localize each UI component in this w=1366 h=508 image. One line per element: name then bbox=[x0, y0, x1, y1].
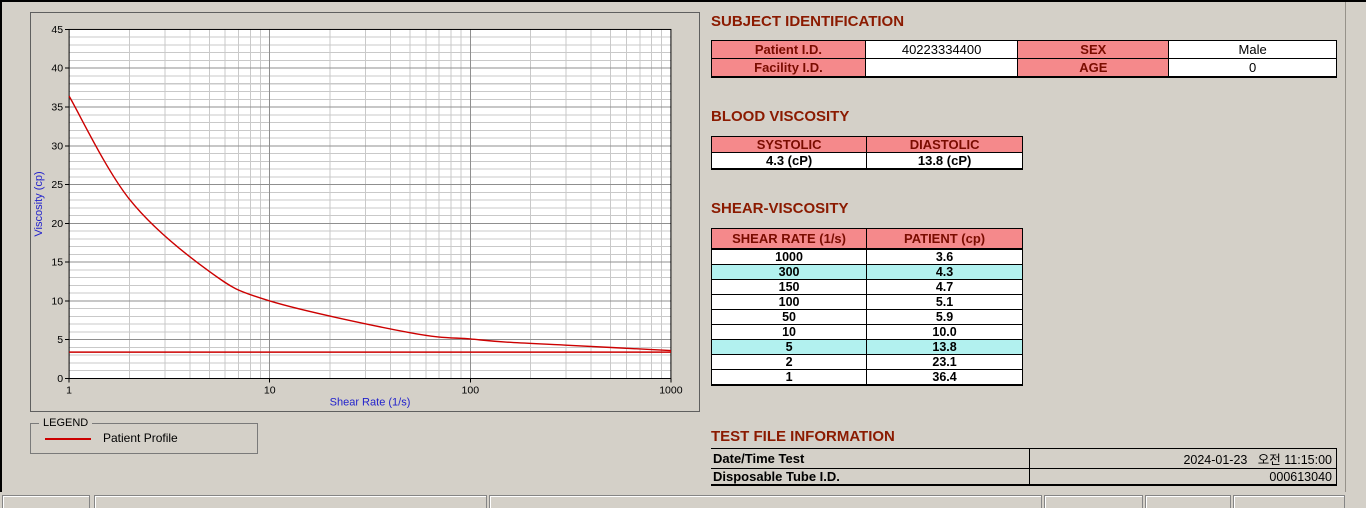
patient-id-label: Patient I.D. bbox=[711, 40, 866, 59]
table-row: Date/Time Test 2024-01-23 오전 11:15:00 bbox=[711, 448, 1337, 469]
patient-cp-cell: 5.1 bbox=[866, 294, 1023, 310]
blood-viscosity-heading: BLOOD VISCOSITY bbox=[711, 108, 850, 125]
svg-text:Viscosity (cp): Viscosity (cp) bbox=[33, 171, 45, 236]
table-row: Patient I.D. 40223334400 SEX Male bbox=[711, 40, 1337, 59]
chart-legend: LEGEND Patient Profile bbox=[30, 417, 258, 454]
test-file-information-table: Date/Time Test 2024-01-23 오전 11:15:00 Di… bbox=[711, 448, 1337, 486]
date-time-test-label: Date/Time Test bbox=[711, 448, 1030, 469]
patient-cp-cell: 10.0 bbox=[866, 324, 1023, 340]
date-time-test-value: 2024-01-23 오전 11:15:00 bbox=[1029, 448, 1337, 469]
svg-text:40: 40 bbox=[51, 63, 63, 75]
shear-viscosity-table: SHEAR RATE (1/s) PATIENT (cp) 1000 3.6 3… bbox=[710, 228, 1023, 386]
results-panel: SUBJECT IDENTIFICATION Patient I.D. 4022… bbox=[710, 0, 1341, 508]
table-row: 4.3 (cP) 13.8 (cP) bbox=[710, 152, 1023, 170]
table-row: 50 5.9 bbox=[710, 309, 1023, 325]
svg-text:10: 10 bbox=[264, 385, 276, 397]
shear-viscosity-heading: SHEAR-VISCOSITY bbox=[711, 200, 849, 217]
svg-text:25: 25 bbox=[51, 179, 63, 191]
table-header-row: SHEAR RATE (1/s) PATIENT (cp) bbox=[710, 228, 1023, 250]
svg-text:15: 15 bbox=[51, 257, 63, 269]
test-file-information-heading: TEST FILE INFORMATION bbox=[711, 428, 895, 445]
svg-text:10: 10 bbox=[51, 295, 63, 307]
table-row: 2 23.1 bbox=[710, 354, 1023, 370]
svg-text:100: 100 bbox=[462, 385, 480, 397]
window-left-edge bbox=[0, 0, 2, 492]
window-top-edge bbox=[0, 0, 1366, 2]
legend-title: LEGEND bbox=[39, 417, 93, 429]
viscosity-chart-panel: 0 5 10 15 20 25 30 35 40 45 1 10 100 1000 Shear Rate (… bbox=[30, 12, 700, 412]
bottom-toolbar-button[interactable] bbox=[2, 495, 90, 508]
table-row: 5 13.8 bbox=[710, 339, 1023, 355]
bottom-toolbar-button[interactable] bbox=[1145, 495, 1231, 508]
patient-cp-cell: 4.3 bbox=[866, 264, 1023, 280]
patient-cp-cell: 36.4 bbox=[866, 369, 1023, 386]
facility-id-value bbox=[864, 58, 1019, 78]
age-label: AGE bbox=[1017, 58, 1170, 78]
svg-text:30: 30 bbox=[51, 140, 63, 152]
shear-rate-cell: 2 bbox=[710, 354, 868, 370]
svg-text:35: 35 bbox=[51, 102, 63, 114]
patient-cp-cell: 23.1 bbox=[866, 354, 1023, 370]
diastolic-value: 13.8 (cP) bbox=[866, 152, 1023, 170]
facility-id-label: Facility I.D. bbox=[711, 58, 866, 78]
table-row: 1 36.4 bbox=[710, 369, 1023, 386]
patient-cp-cell: 5.9 bbox=[866, 309, 1023, 325]
window-right-divider bbox=[1345, 2, 1346, 492]
sex-label: SEX bbox=[1017, 40, 1170, 59]
bottom-toolbar-button[interactable] bbox=[1233, 495, 1345, 508]
svg-text:5: 5 bbox=[57, 334, 63, 346]
blood-viscosity-table: SYSTOLIC DIASTOLIC 4.3 (cP) 13.8 (cP) bbox=[710, 136, 1023, 170]
table-row: 10 10.0 bbox=[710, 324, 1023, 340]
table-row: 150 4.7 bbox=[710, 279, 1023, 295]
patient-cp-header: PATIENT (cp) bbox=[866, 228, 1023, 250]
shear-rate-cell: 1000 bbox=[710, 248, 868, 265]
sex-value: Male bbox=[1168, 40, 1337, 59]
systolic-header: SYSTOLIC bbox=[710, 136, 868, 153]
bottom-toolbar-button[interactable] bbox=[94, 495, 487, 508]
svg-text:1: 1 bbox=[66, 385, 72, 397]
shear-rate-cell: 10 bbox=[710, 324, 868, 340]
disposable-tube-id-value: 000613040 bbox=[1029, 468, 1337, 486]
svg-text:1000: 1000 bbox=[659, 385, 683, 397]
patient-cp-cell: 4.7 bbox=[866, 279, 1023, 295]
age-value: 0 bbox=[1168, 58, 1337, 78]
legend-line-swatch bbox=[45, 438, 91, 440]
shear-rate-cell: 300 bbox=[710, 264, 868, 280]
table-row: Facility I.D. AGE 0 bbox=[711, 58, 1337, 78]
patient-cp-cell: 3.6 bbox=[866, 248, 1023, 265]
disposable-tube-id-label: Disposable Tube I.D. bbox=[711, 468, 1030, 486]
table-row: 100 5.1 bbox=[710, 294, 1023, 310]
shear-rate-cell: 5 bbox=[710, 339, 868, 355]
svg-text:20: 20 bbox=[51, 218, 63, 230]
shear-rate-cell: 100 bbox=[710, 294, 868, 310]
subject-identification-heading: SUBJECT IDENTIFICATION bbox=[711, 13, 905, 30]
legend-entry-label: Patient Profile bbox=[103, 431, 178, 445]
diastolic-header: DIASTOLIC bbox=[866, 136, 1023, 153]
svg-text:45: 45 bbox=[51, 24, 63, 36]
bottom-toolbar-button[interactable] bbox=[1044, 495, 1143, 508]
patient-cp-cell: 13.8 bbox=[866, 339, 1023, 355]
shear-rate-cell: 150 bbox=[710, 279, 868, 295]
subject-identification-table: Patient I.D. 40223334400 SEX Male Facili… bbox=[711, 40, 1337, 78]
svg-text:0: 0 bbox=[57, 373, 63, 385]
bottom-toolbar-button[interactable] bbox=[489, 495, 1042, 508]
table-row: 1000 3.6 bbox=[710, 248, 1023, 265]
viscosity-chart: 0 5 10 15 20 25 30 35 40 45 1 10 100 1000 Shear Rate (… bbox=[33, 24, 683, 409]
table-row: SYSTOLIC DIASTOLIC bbox=[710, 136, 1023, 153]
table-row: Disposable Tube I.D. 000613040 bbox=[711, 468, 1337, 486]
shear-rate-header: SHEAR RATE (1/s) bbox=[710, 228, 868, 250]
patient-id-value: 40223334400 bbox=[864, 40, 1019, 59]
shear-rate-cell: 1 bbox=[710, 369, 868, 386]
shear-rate-cell: 50 bbox=[710, 309, 868, 325]
table-row: 300 4.3 bbox=[710, 264, 1023, 280]
svg-text:Shear Rate (1/s): Shear Rate (1/s) bbox=[330, 397, 411, 409]
systolic-value: 4.3 (cP) bbox=[710, 152, 868, 170]
